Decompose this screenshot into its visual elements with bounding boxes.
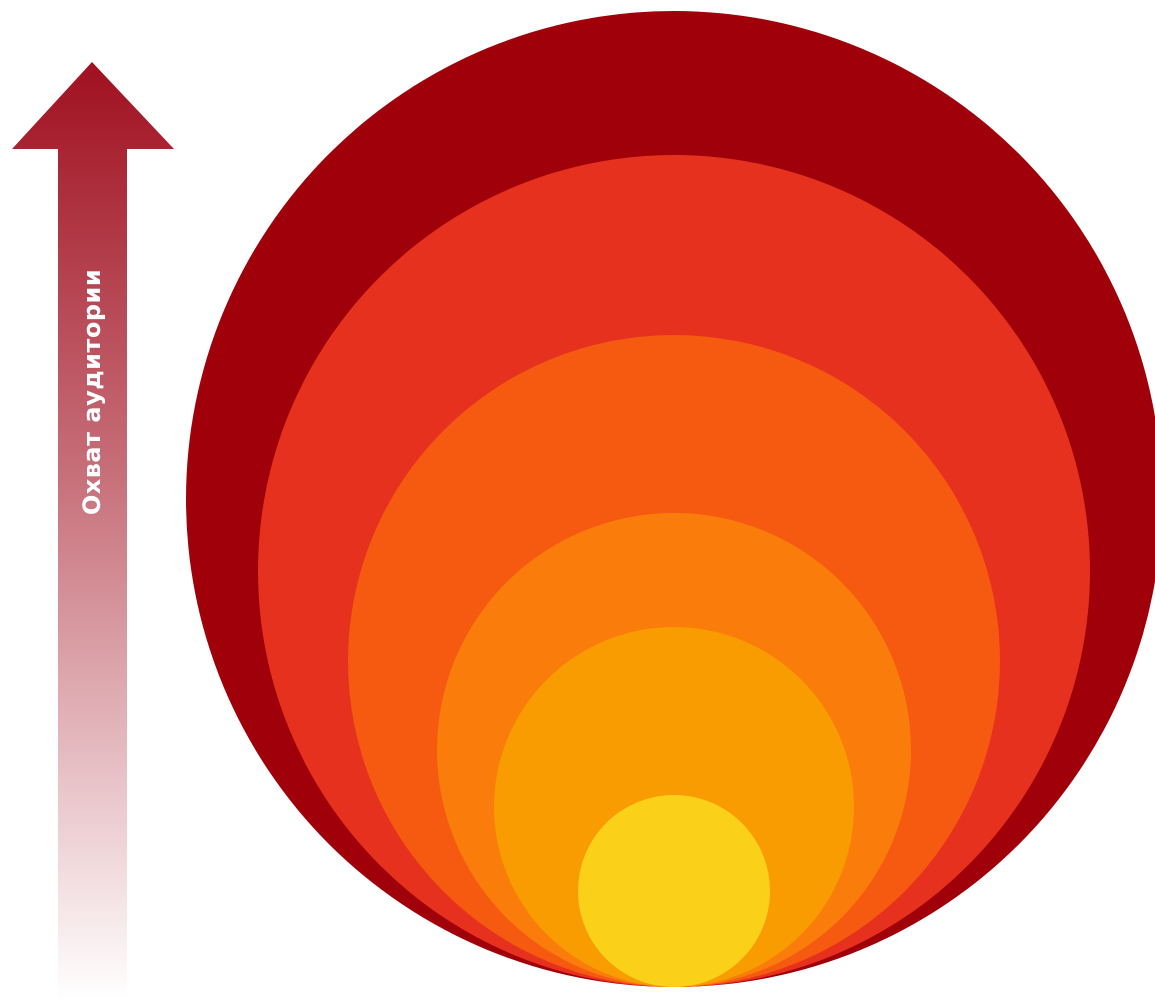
arrow-label: Охват аудитории: [78, 269, 106, 515]
circle-level-6: [578, 795, 770, 987]
circles-group: [186, 11, 1155, 987]
audience-reach-arrow: Охват аудитории: [12, 62, 174, 1001]
arrow-up-icon: [12, 62, 174, 1001]
